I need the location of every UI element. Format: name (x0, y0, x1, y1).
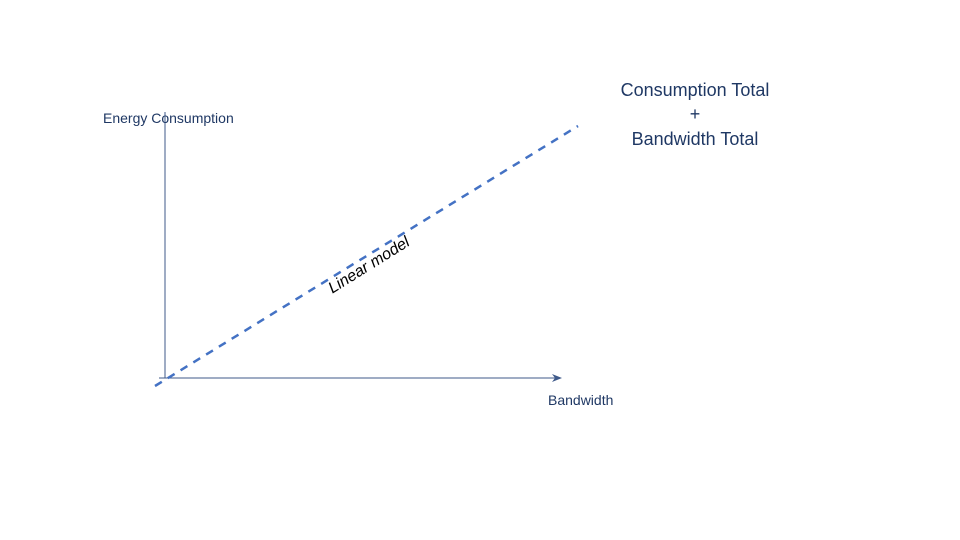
x-axis-label: Bandwidth (548, 392, 613, 408)
chart-stage: Energy Consumption Bandwidth Linear mode… (0, 0, 960, 540)
chart-svg (0, 0, 960, 540)
y-axis-label: Energy Consumption (103, 110, 234, 126)
annotation-line-1: Consumption Total (621, 78, 770, 102)
annotation-line-2: + (621, 102, 770, 126)
top-right-annotation: Consumption Total + Bandwidth Total (621, 78, 770, 151)
annotation-line-3: Bandwidth Total (621, 127, 770, 151)
